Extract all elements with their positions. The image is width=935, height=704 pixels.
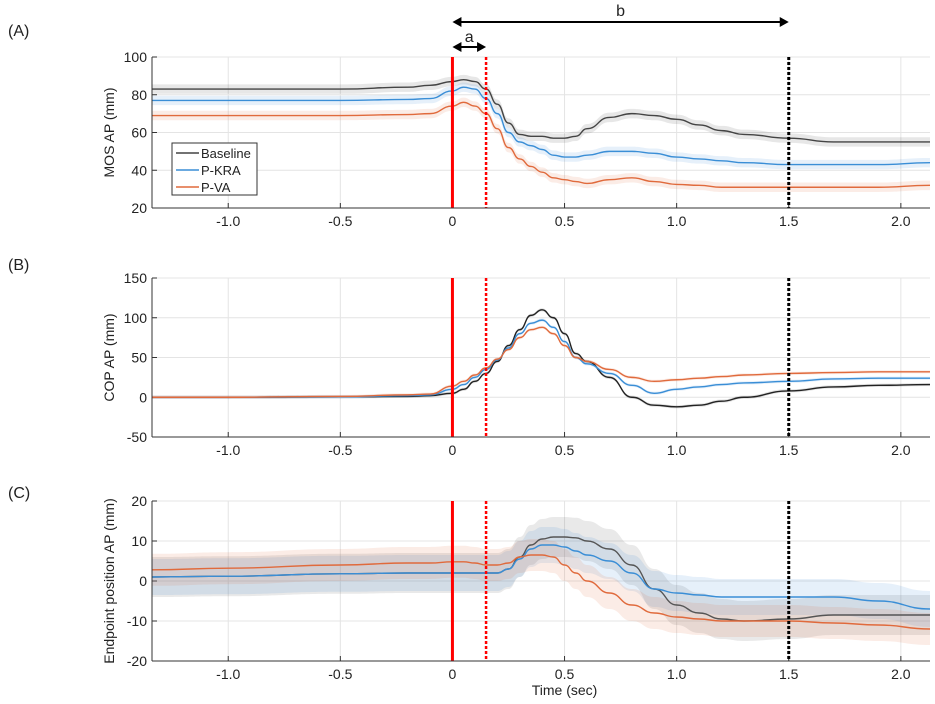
y-tick-label: 0: [139, 573, 147, 589]
x-tick-label: 0: [449, 213, 457, 229]
x-tick-label: 1.0: [667, 213, 687, 229]
legend-box: [171, 142, 258, 196]
x-tick-label: 1.5: [779, 666, 799, 682]
x-tick-label: -0.5: [328, 442, 352, 458]
legend-entry: Baseline: [201, 146, 251, 161]
confidence-band-p-va: [152, 97, 930, 192]
panel-c: (C) -1.0 -0.5 0 0.5 1.0 1.5 2.0 -20 -10 0 10 20 Endpo…: [8, 485, 931, 698]
legend-entry: P-VA: [201, 180, 231, 195]
confidence-band-p-kra: [152, 82, 930, 170]
x-tick-label: 2.0: [891, 213, 911, 229]
series-line-p-va: [151, 326, 930, 398]
series-line-p-va: [151, 101, 931, 188]
x-tick-label: -0.5: [328, 213, 352, 229]
y-tick-label: -20: [127, 653, 147, 669]
confidence-band-baseline: [152, 517, 930, 641]
arrow-a-label: a: [465, 29, 474, 46]
panel-label: (A): [8, 23, 29, 40]
x-tick-label: 1.5: [779, 213, 799, 229]
y-tick-label: -50: [127, 429, 147, 445]
x-tick-label: -1.0: [216, 666, 240, 682]
confidence-band-baseline: [152, 74, 930, 147]
x-tick-label: 1.5: [779, 442, 799, 458]
x-tick-label: 2.0: [891, 666, 911, 682]
y-axis-label: MOS AP (mm): [101, 88, 117, 178]
panel-b: (B) -1.0 -0.5 0 0.5 1.0 1.5 2.0 -50 0 50 100 150 COP …: [8, 257, 931, 458]
arrowhead-right-icon: [779, 17, 789, 27]
series-line-baseline: [151, 309, 931, 408]
x-tick-label: -0.5: [328, 666, 352, 682]
x-tick-label: 1.0: [667, 666, 687, 682]
y-tick-label: 20: [131, 493, 147, 509]
arrowhead-right-icon: [477, 42, 487, 52]
series-line-p-va: [151, 554, 931, 630]
x-tick-label: -1.0: [216, 442, 240, 458]
y-tick-label: 100: [124, 49, 148, 65]
arrow-b-label: b: [616, 3, 625, 20]
x-axis-label: Time (sec): [532, 682, 598, 698]
y-tick-label: 0: [139, 389, 147, 405]
arrowhead-left-icon: [452, 17, 462, 27]
x-tick-label: 0.5: [555, 666, 575, 682]
y-tick-label: 10: [131, 533, 147, 549]
x-tick-label: 0: [449, 666, 457, 682]
x-tick-label: -1.0: [216, 213, 240, 229]
y-tick-label: 50: [131, 350, 147, 366]
confidence-band-baseline: [152, 308, 930, 409]
y-tick-label: 20: [131, 200, 147, 216]
series-line-p-kra: [151, 544, 931, 610]
y-tick-label: 100: [124, 310, 148, 326]
panel-a: (A) -1.0 -0.5 0 0.5 1.0 1.5 2.0 20 40 60 80 100 MOS A…: [8, 3, 931, 229]
y-tick-label: 60: [131, 125, 147, 141]
y-tick-label: -10: [127, 613, 147, 629]
series-line-p-kra: [151, 319, 930, 398]
series-line-baseline: [151, 78, 930, 143]
panel-label: (B): [8, 257, 29, 274]
y-tick-label: 40: [131, 162, 147, 178]
x-tick-label: 0: [449, 442, 457, 458]
arrowhead-left-icon: [452, 42, 462, 52]
series-line-p-kra: [152, 86, 931, 166]
x-tick-label: 0.5: [555, 213, 575, 229]
legend: Baseline P-KRA P-VA: [171, 142, 258, 196]
confidence-band-p-kra: [152, 318, 930, 399]
y-tick-label: 150: [124, 270, 148, 286]
panel-label: (C): [8, 485, 30, 502]
x-tick-label: 1.0: [667, 442, 687, 458]
y-axis-label: COP AP (mm): [101, 313, 117, 401]
x-tick-label: 0.5: [555, 442, 575, 458]
confidence-band-p-kra: [152, 527, 930, 627]
x-tick-label: 2.0: [891, 442, 911, 458]
y-axis-label: Endpoint position AP (mm): [101, 498, 117, 664]
y-tick-label: 80: [131, 87, 147, 103]
legend-entry: P-KRA: [201, 163, 241, 178]
